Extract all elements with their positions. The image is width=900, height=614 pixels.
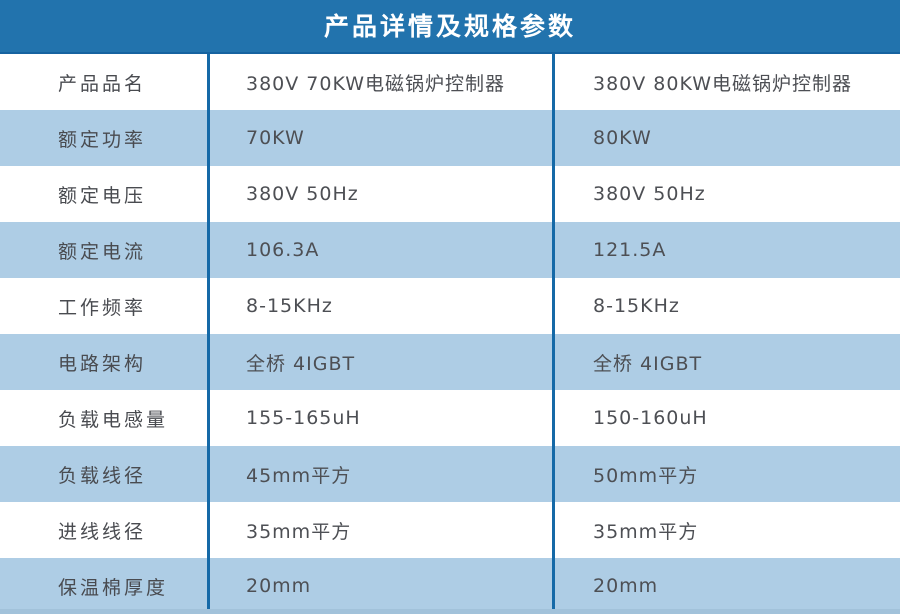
table-title: 产品详情及规格参数: [323, 12, 576, 41]
table-header: 产品详情及规格参数: [0, 0, 900, 54]
spec-value-product2: 121.5A: [552, 222, 900, 278]
spec-value-product1: 35mm平方: [207, 502, 552, 558]
spec-value-product2: 35mm平方: [552, 502, 900, 558]
spec-value-product1: 8-15KHz: [207, 278, 552, 334]
spec-value-product1: 155-165uH: [207, 390, 552, 446]
spec-value-product2: 50mm平方: [552, 446, 900, 502]
spec-value-product2: 380V 50Hz: [552, 166, 900, 222]
spec-label: 额定电流: [58, 240, 147, 263]
spec-row-rated-current: 额定电流 106.3A 121.5A: [0, 222, 900, 278]
spec-value-product2: 20mm: [552, 558, 900, 614]
spec-row-rated-voltage: 额定电压 380V 50Hz 380V 50Hz: [0, 166, 900, 222]
spec-row-working-frequency: 工作频率 8-15KHz 8-15KHz: [0, 278, 900, 334]
spec-row-inlet-wire-gauge: 进线线径 35mm平方 35mm平方: [0, 502, 900, 558]
spec-row-rated-power: 额定功率 70KW 80KW: [0, 110, 900, 166]
spec-value-product1: 106.3A: [207, 222, 552, 278]
spec-label: 额定功率: [58, 128, 147, 151]
spec-row-circuit-architecture: 电路架构 全桥 4IGBT 全桥 4IGBT: [0, 334, 900, 390]
spec-value-product2: 150-160uH: [552, 390, 900, 446]
spec-value-product2: 8-15KHz: [552, 278, 900, 334]
spec-row-load-inductance: 负载电感量 155-165uH 150-160uH: [0, 390, 900, 446]
spec-label: 电路架构: [58, 352, 147, 375]
spec-value-product1: 70KW: [207, 110, 552, 166]
spec-label: 负载电感量: [58, 408, 169, 431]
spec-value-product2: 全桥 4IGBT: [552, 334, 900, 390]
spec-row-load-wire-gauge: 负载线径 45mm平方 50mm平方: [0, 446, 900, 502]
spec-value-product1: 全桥 4IGBT: [207, 334, 552, 390]
spec-value-product2: 80KW: [552, 110, 900, 166]
spec-value-product1: 45mm平方: [207, 446, 552, 502]
spec-value-product2: 380V 80KW电磁锅炉控制器: [552, 54, 900, 110]
spec-table: 产品品名 380V 70KW电磁锅炉控制器 380V 80KW电磁锅炉控制器 额…: [0, 54, 900, 614]
spec-value-product1: 380V 70KW电磁锅炉控制器: [207, 54, 552, 110]
spec-label: 负载线径: [58, 464, 147, 487]
spec-label: 工作频率: [58, 296, 147, 319]
spec-label: 产品品名: [58, 72, 147, 95]
spec-row-insulation-thickness: 保温棉厚度 20mm 20mm: [0, 558, 900, 614]
spec-value-product1: 380V 50Hz: [207, 166, 552, 222]
spec-value-product1: 20mm: [207, 558, 552, 614]
spec-label: 额定电压: [58, 184, 147, 207]
spec-label: 进线线径: [58, 520, 147, 543]
spec-label: 保温棉厚度: [58, 576, 169, 599]
spec-row-product-name: 产品品名 380V 70KW电磁锅炉控制器 380V 80KW电磁锅炉控制器: [0, 54, 900, 110]
